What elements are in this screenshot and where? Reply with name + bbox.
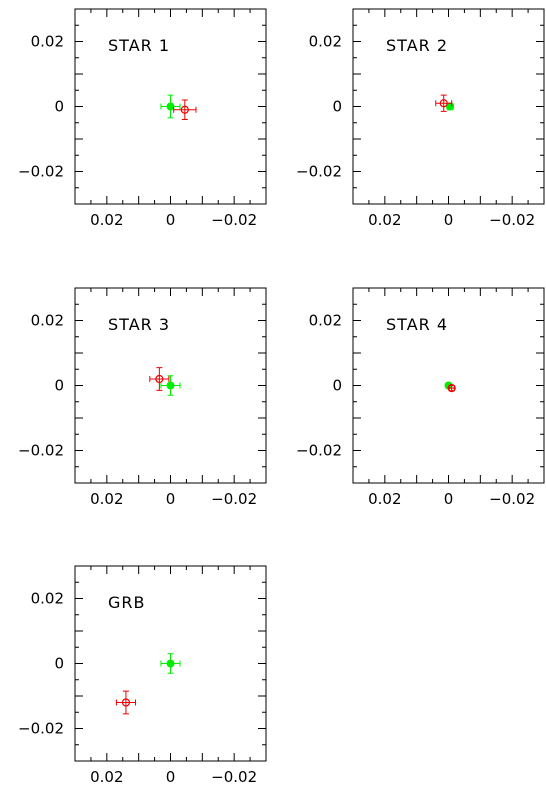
red-point (173, 99, 197, 120)
x-tick-label: −0.02 (489, 490, 535, 508)
open-marker (180, 105, 189, 114)
open-marker (121, 698, 131, 707)
filled-marker (166, 102, 175, 111)
panel-3: 0.02 0 −0.02 0.02 0 −0.02 STAR 3 (18, 287, 267, 508)
y-tick-label: 0.02 (309, 33, 342, 51)
green-point (160, 94, 181, 119)
panel-label: STAR 3 (108, 315, 170, 334)
x-tick-label: 0.02 (368, 211, 401, 229)
panel-label: GRB (108, 593, 146, 612)
y-tick-label: 0 (54, 98, 64, 116)
x-tick-label: −0.02 (211, 768, 257, 786)
y-tick-label: 0.02 (31, 33, 64, 51)
red-point (447, 384, 456, 393)
panel-2: 0.02 0 −0.02 0.02 0 −0.02 STAR 2 (296, 8, 545, 229)
green-point (160, 653, 181, 674)
open-marker (155, 374, 164, 384)
x-tick-label: −0.02 (211, 211, 257, 229)
x-tick-label: 0 (166, 768, 176, 786)
y-tick-label: −0.02 (18, 442, 64, 460)
panel-5: 0.02 0 −0.02 0.02 0 −0.02 GRB (18, 565, 267, 786)
x-tick-label: 0 (166, 211, 176, 229)
y-tick-label: 0 (332, 98, 342, 116)
green-point (160, 375, 181, 396)
y-tick-label: −0.02 (296, 163, 342, 181)
y-tick-label: −0.02 (18, 163, 64, 181)
panel-label: STAR 2 (386, 36, 448, 55)
filled-marker (166, 659, 175, 668)
x-tick-label: 0.02 (90, 211, 123, 229)
filled-marker (166, 381, 175, 390)
x-tick-label: 0 (444, 211, 454, 229)
x-tick-label: 0.02 (90, 490, 123, 508)
y-tick-label: 0.02 (31, 312, 64, 330)
panel-1: 0.02 0 −0.02 0.02 0 −0.02 STAR 1 (18, 8, 267, 229)
y-tick-label: −0.02 (18, 720, 64, 738)
x-tick-label: −0.02 (489, 211, 535, 229)
y-tick-label: 0.02 (309, 312, 342, 330)
red-point (149, 367, 170, 391)
open-marker (447, 384, 456, 393)
open-marker (439, 99, 448, 108)
x-tick-label: 0 (444, 490, 454, 508)
red-point (115, 690, 136, 715)
panel-4: 0.02 0 −0.02 0.02 0 −0.02 STAR 4 (296, 287, 545, 508)
y-tick-label: 0 (332, 377, 342, 395)
x-tick-label: 0.02 (90, 768, 123, 786)
y-tick-label: −0.02 (296, 442, 342, 460)
panel-label: STAR 1 (108, 36, 170, 55)
y-tick-label: 0 (54, 655, 64, 673)
panel-label: STAR 4 (386, 315, 448, 334)
x-tick-label: 0 (166, 490, 176, 508)
red-point (435, 94, 453, 112)
x-tick-label: −0.02 (211, 490, 257, 508)
y-tick-label: 0 (54, 377, 64, 395)
x-tick-label: 0.02 (368, 490, 401, 508)
y-tick-label: 0.02 (31, 590, 64, 608)
